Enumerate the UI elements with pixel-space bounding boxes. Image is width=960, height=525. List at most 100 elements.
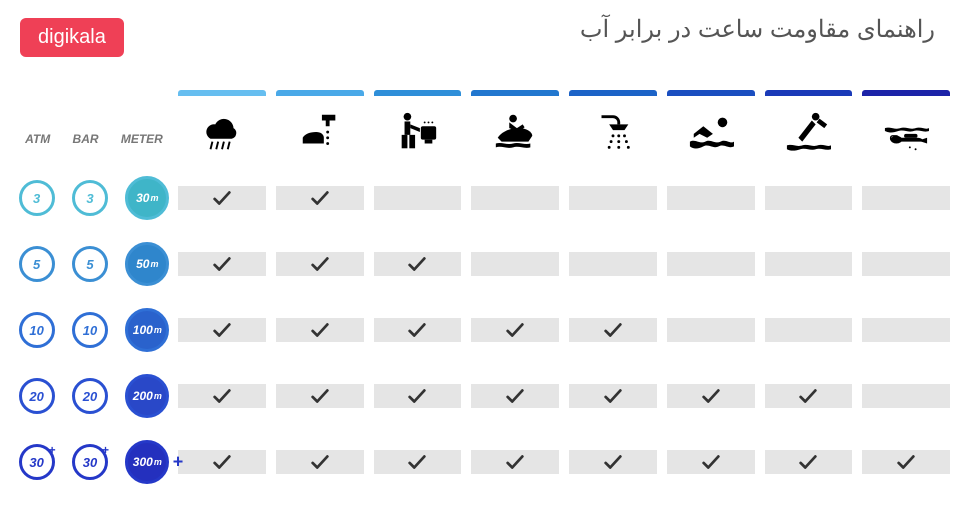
- swim-icon: [688, 108, 734, 156]
- cell-swim: [667, 186, 755, 210]
- atm-badge: 3: [19, 180, 55, 216]
- cell-handwash: [276, 450, 364, 474]
- rating-cells: [178, 384, 950, 408]
- cell-sink: [374, 384, 462, 408]
- cell-sink: [374, 186, 462, 210]
- rating-badges: 33 30m: [10, 176, 178, 220]
- meter-badge: 300m: [125, 440, 169, 484]
- cell-rain: [178, 450, 266, 474]
- cell-rain: [178, 318, 266, 342]
- rating-row: 30+ 30+ 300m+: [10, 440, 950, 484]
- rating-row: 10 10 100m: [10, 308, 950, 352]
- bar-badge: 30+: [72, 444, 108, 480]
- meter-badge: 50m: [125, 242, 169, 286]
- activity-dive: [765, 90, 853, 156]
- cell-jetski: [471, 450, 559, 474]
- plus-icon: +: [173, 452, 184, 473]
- cell-dive: [765, 186, 853, 210]
- chart-rows: 33 30m 55 50m 10 10 100m 20 20 200m 30+ 30+ 300m+: [10, 176, 950, 484]
- cell-handwash: [276, 252, 364, 276]
- brand-logo: digikala: [20, 18, 124, 57]
- atm-badge: 30+: [19, 444, 55, 480]
- activity-jetski: [471, 90, 559, 156]
- cell-rain: [178, 252, 266, 276]
- cell-scuba: [862, 252, 950, 276]
- activity-bar: [667, 90, 755, 96]
- activity-sink: [374, 90, 462, 156]
- cell-rain: [178, 384, 266, 408]
- activity-bar: [471, 90, 559, 96]
- scuba-icon: [883, 108, 929, 156]
- unit-header-atm: ATM: [25, 132, 50, 146]
- meter-badge: 30m: [125, 176, 169, 220]
- bar-badge: 10: [72, 312, 108, 348]
- cell-scuba: [862, 384, 950, 408]
- cell-scuba: [862, 318, 950, 342]
- rating-badges: 30+30+300m+: [10, 440, 178, 484]
- cell-handwash: [276, 384, 364, 408]
- cell-jetski: [471, 384, 559, 408]
- cell-scuba: [862, 186, 950, 210]
- jetski-icon: [492, 108, 538, 156]
- cell-shower: [569, 252, 657, 276]
- cell-shower: [569, 186, 657, 210]
- unit-header-bar: BAR: [73, 132, 99, 146]
- activity-bar: [276, 90, 364, 96]
- cell-sink: [374, 450, 462, 474]
- atm-badge: 10: [19, 312, 55, 348]
- chart-headers: ATM BAR METER: [10, 90, 950, 156]
- rating-badges: 55 50m: [10, 242, 178, 286]
- atm-badge: 5: [19, 246, 55, 282]
- dive-icon: [785, 108, 831, 156]
- page-title: راهنمای مقاومت ساعت در برابر آب: [580, 15, 935, 44]
- rating-row: 55 50m: [10, 242, 950, 286]
- meter-badge: 100m: [125, 308, 169, 352]
- shower-icon: [590, 108, 636, 156]
- rating-row: 33 30m: [10, 176, 950, 220]
- activity-shower: [569, 90, 657, 156]
- cell-sink: [374, 318, 462, 342]
- water-resistance-chart: ATM BAR METER 33 30m 55 50m 10 10 100m 20 20 200m…: [10, 90, 950, 484]
- rating-cells: [178, 318, 950, 342]
- cell-shower: [569, 450, 657, 474]
- unit-headers: ATM BAR METER: [10, 132, 178, 146]
- activity-bar: [765, 90, 853, 96]
- rating-cells: [178, 450, 950, 474]
- cell-handwash: [276, 186, 364, 210]
- cell-dive: [765, 384, 853, 408]
- bar-badge: 5: [72, 246, 108, 282]
- atm-badge: 20: [19, 378, 55, 414]
- cell-shower: [569, 318, 657, 342]
- activity-handwash: [276, 90, 364, 156]
- activity-bar: [374, 90, 462, 96]
- cell-swim: [667, 318, 755, 342]
- cell-jetski: [471, 318, 559, 342]
- cell-shower: [569, 384, 657, 408]
- cell-swim: [667, 384, 755, 408]
- cell-swim: [667, 252, 755, 276]
- meter-badge: 200m: [125, 374, 169, 418]
- activity-rain: [178, 90, 266, 156]
- cell-jetski: [471, 186, 559, 210]
- rating-badges: 20 20 200m: [10, 374, 178, 418]
- cell-sink: [374, 252, 462, 276]
- bar-badge: 3: [72, 180, 108, 216]
- cell-dive: [765, 318, 853, 342]
- handwash-icon: [297, 108, 343, 156]
- activity-headers: [178, 90, 950, 156]
- rating-row: 20 20 200m: [10, 374, 950, 418]
- cell-dive: [765, 252, 853, 276]
- bar-badge: 20: [72, 378, 108, 414]
- activity-swim: [667, 90, 755, 156]
- cell-rain: [178, 186, 266, 210]
- activity-bar: [178, 90, 266, 96]
- rating-cells: [178, 186, 950, 210]
- activity-bar: [862, 90, 950, 96]
- activity-scuba: [862, 90, 950, 156]
- cell-scuba: [862, 450, 950, 474]
- cell-jetski: [471, 252, 559, 276]
- rating-cells: [178, 252, 950, 276]
- rain-icon: [199, 108, 245, 156]
- sink-icon: [394, 108, 440, 156]
- cell-handwash: [276, 318, 364, 342]
